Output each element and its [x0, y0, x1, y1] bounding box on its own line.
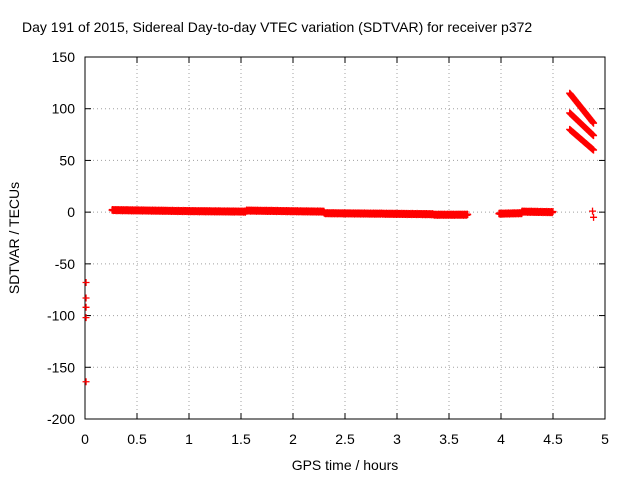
y-tick-label: -150 [47, 359, 75, 375]
y-tick-label: -200 [47, 411, 75, 427]
x-tick-label: 3 [393, 431, 401, 447]
y-tick-label: 0 [67, 204, 75, 220]
data-point [590, 146, 598, 154]
data-point [589, 207, 597, 215]
x-tick-label: 1 [185, 431, 193, 447]
y-tick-label: 50 [59, 152, 75, 168]
grid [85, 57, 605, 419]
x-axis: 0 0.5 1 1.5 2 2.5 3 3.5 4 4.5 5 [81, 57, 609, 447]
y-tick-label: 100 [52, 101, 76, 117]
x-axis-label: GPS time / hours [292, 457, 399, 473]
y-tick-label: -100 [47, 308, 75, 324]
chart-title: Day 191 of 2015, Sidereal Day-to-day VTE… [22, 19, 532, 35]
y-axis: -200 -150 -100 -50 0 50 100 150 [47, 49, 605, 427]
x-tick-label: 1.5 [231, 431, 251, 447]
data-point [549, 208, 557, 216]
data-point [82, 278, 90, 286]
data-point [464, 211, 472, 219]
x-tick-label: 0.5 [127, 431, 147, 447]
data-point [82, 378, 90, 386]
data-point [82, 294, 90, 302]
data-point [590, 213, 598, 221]
x-tick-label: 2 [289, 431, 297, 447]
data-point [590, 132, 598, 140]
data-point [82, 314, 90, 322]
data-points [82, 89, 598, 386]
x-tick-label: 4 [497, 431, 505, 447]
x-tick-label: 4.5 [543, 431, 563, 447]
y-tick-label: -50 [55, 256, 75, 272]
x-tick-label: 2.5 [335, 431, 355, 447]
data-point [590, 119, 598, 127]
x-tick-label: 0 [81, 431, 89, 447]
x-tick-label: 5 [601, 431, 609, 447]
y-axis-label: SDTVAR / TECUs [6, 182, 22, 294]
y-tick-label: 150 [52, 49, 76, 65]
x-tick-label: 3.5 [439, 431, 459, 447]
data-point [82, 303, 90, 311]
